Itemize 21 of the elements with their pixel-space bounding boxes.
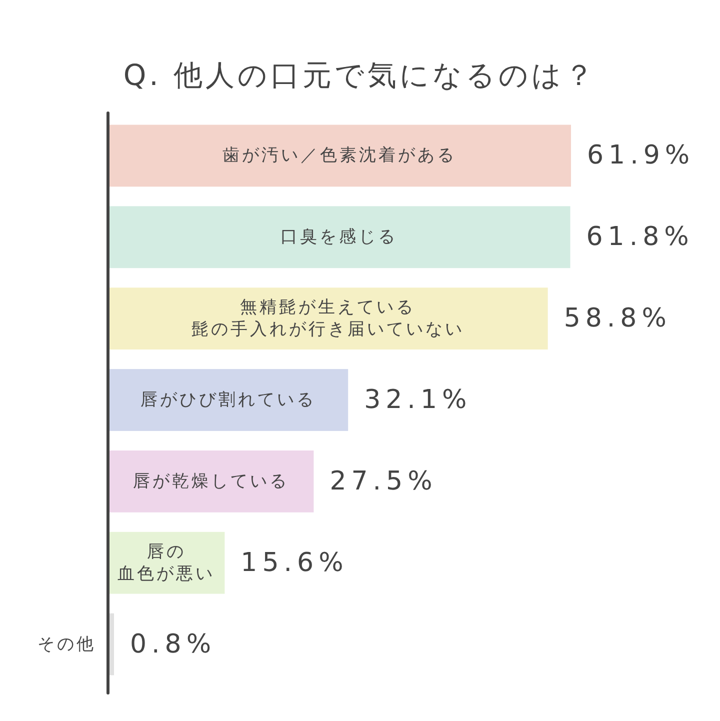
data-label: 15.6% xyxy=(240,548,348,578)
bar xyxy=(108,369,348,431)
y-tick-label: 歯が汚い／色素沈着がある xyxy=(222,146,456,166)
data-label: 61.8% xyxy=(586,222,694,252)
data-label: 61.9% xyxy=(587,140,695,171)
y-tick-label: 口臭を感じる xyxy=(280,227,398,248)
bar xyxy=(108,124,571,187)
y-tick-label: 唇がひび割れている xyxy=(140,390,316,410)
y-tick-label: 無精髭が生えている髭の手入れが行き届いていない xyxy=(191,298,464,340)
data-label: 32.1% xyxy=(364,385,472,415)
y-tick-label: 唇の血色が悪い xyxy=(118,542,216,584)
bar xyxy=(108,288,548,350)
y-tick-label: その他 xyxy=(38,634,96,654)
data-label: 0.8% xyxy=(130,629,216,660)
bar xyxy=(108,450,314,512)
bar xyxy=(108,532,225,594)
data-label: 58.8% xyxy=(564,304,672,334)
chart-title: Q. 他人の口元で気になるのは？ xyxy=(123,58,597,92)
bar xyxy=(108,206,570,268)
data-label: 27.5% xyxy=(330,466,438,496)
y-tick-label: 唇が乾燥している xyxy=(132,471,289,492)
